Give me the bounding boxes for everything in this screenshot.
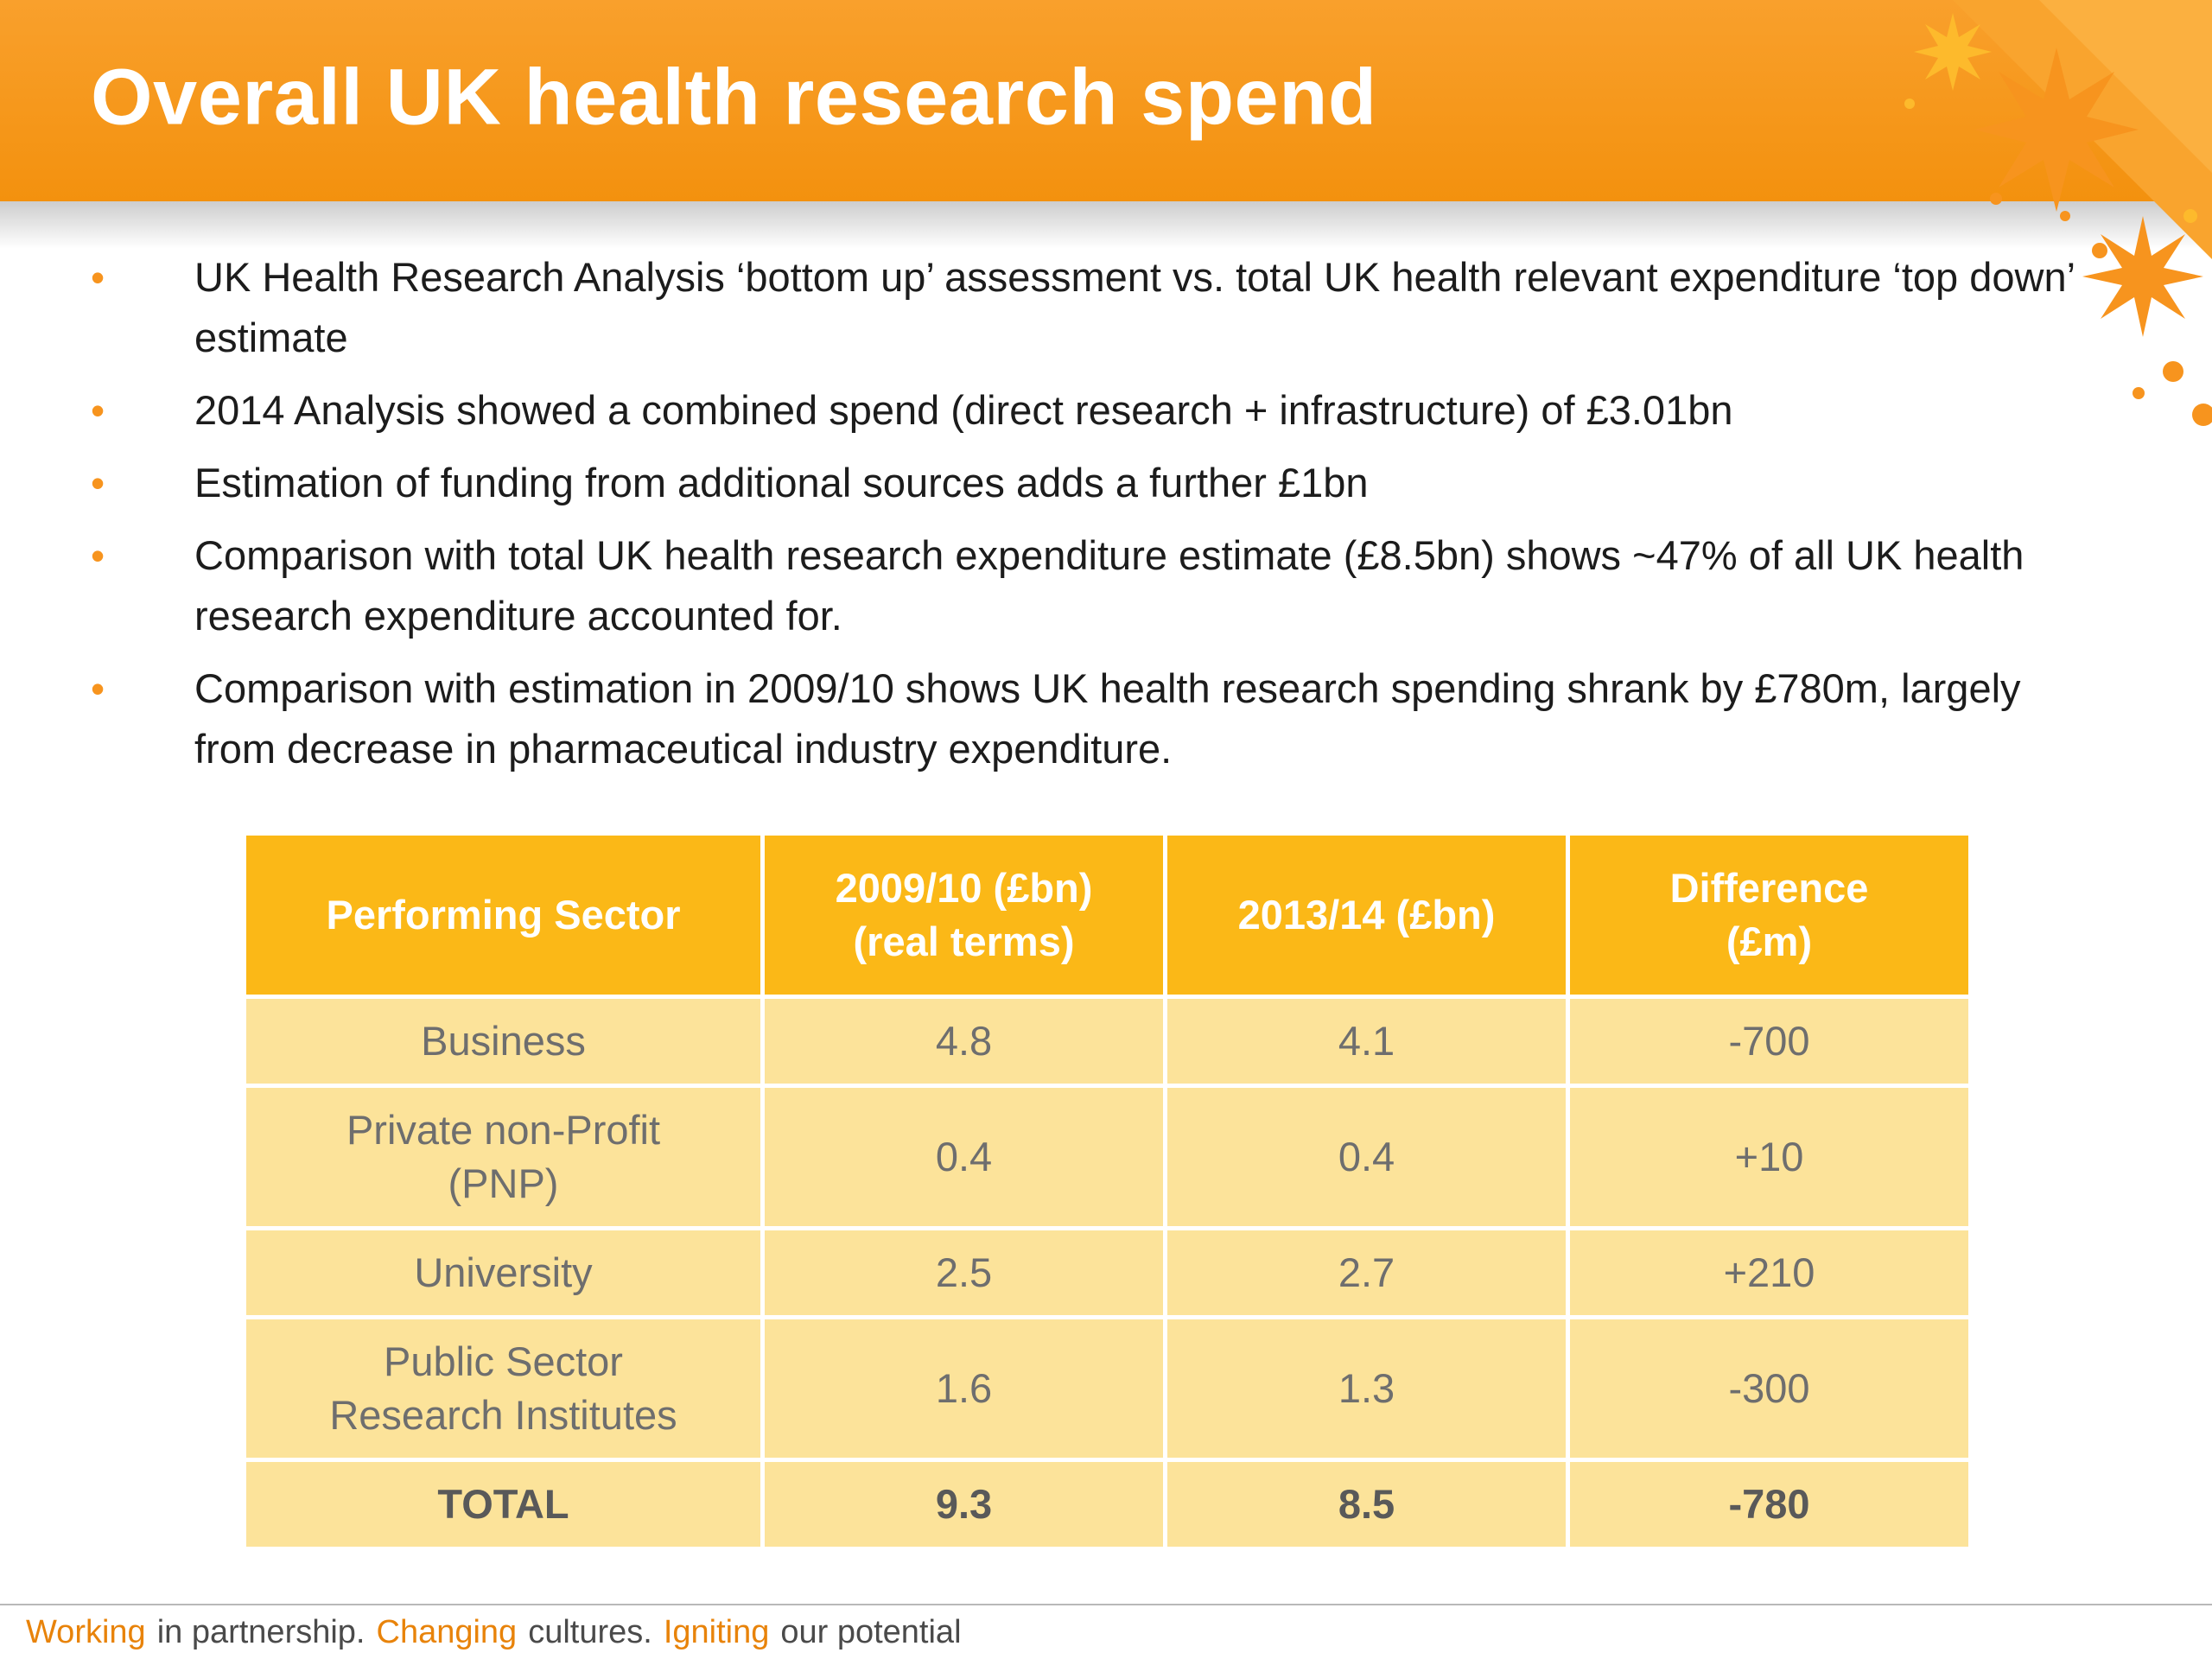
cell-2009-10: 0.4 [760, 1084, 1167, 1231]
bullet-marker-icon: • [91, 461, 105, 505]
cell-sector: TOTAL [242, 1458, 765, 1552]
bullet-marker-icon: • [91, 533, 105, 578]
header-fade [0, 201, 2212, 249]
cell-2009-10: 1.6 [760, 1315, 1167, 1463]
bullet-marker-icon: • [91, 666, 105, 711]
cell-sector: Private non-Profit (PNP) [242, 1084, 765, 1231]
footer-text: our potential [780, 1613, 962, 1650]
bullet-item: • Estimation of funding from additional … [91, 453, 2082, 513]
title-bar: Overall UK health research spend [0, 0, 2212, 201]
cell-difference: -300 [1566, 1315, 1973, 1463]
column-header: Difference (£m) [1566, 831, 1973, 999]
footer-word-working: Working [26, 1613, 146, 1650]
footer-strapline: Working in partnership. Changing culture… [0, 1604, 2212, 1659]
bullet-item: • UK Health Research Analysis ‘bottom up… [91, 247, 2082, 368]
bullet-item: • Comparison with total UK health resear… [91, 525, 2082, 646]
bullet-text: Comparison with estimation in 2009/10 sh… [194, 665, 2021, 772]
bullet-text: UK Health Research Analysis ‘bottom up’ … [194, 254, 2075, 360]
column-header: 2013/14 (£bn) [1163, 831, 1570, 999]
cell-2009-10: 2.5 [760, 1226, 1167, 1320]
cell-2009-10: 9.3 [760, 1458, 1167, 1552]
bullet-marker-icon: • [91, 388, 105, 433]
cell-sector: Public Sector Research Institutes [242, 1315, 765, 1463]
bullet-text: Estimation of funding from additional so… [194, 460, 1369, 505]
footer-text: in partnership. [156, 1613, 365, 1650]
table-header-row: Performing Sector 2009/10 (£bn) (real te… [242, 831, 1973, 999]
cell-2013-14: 0.4 [1163, 1084, 1570, 1231]
bullet-text: Comparison with total UK health research… [194, 532, 2024, 639]
cell-difference: -700 [1566, 994, 1973, 1089]
bullet-list: • UK Health Research Analysis ‘bottom up… [91, 247, 2082, 791]
footer-text: cultures. [528, 1613, 652, 1650]
table-row: Private non-Profit (PNP) 0.4 0.4 +10 [242, 1084, 1973, 1231]
cell-2013-14: 8.5 [1163, 1458, 1570, 1552]
bullet-item: • 2014 Analysis showed a combined spend … [91, 380, 2082, 441]
cell-2009-10: 4.8 [760, 994, 1167, 1089]
cell-2013-14: 1.3 [1163, 1315, 1570, 1463]
page-title: Overall UK health research spend [91, 52, 1377, 141]
bullet-item: • Comparison with estimation in 2009/10 … [91, 658, 2082, 779]
cell-2013-14: 4.1 [1163, 994, 1570, 1089]
table-row: Public Sector Research Institutes 1.6 1.… [242, 1315, 1973, 1463]
cell-sector: Business [242, 994, 765, 1089]
footer-word-changing: Changing [376, 1613, 518, 1650]
table-row: University 2.5 2.7 +210 [242, 1226, 1973, 1320]
cell-difference: -780 [1566, 1458, 1973, 1552]
bullet-marker-icon: • [91, 255, 105, 300]
footer-word-igniting: Igniting [663, 1613, 770, 1650]
cell-difference: +10 [1566, 1084, 1973, 1231]
table-row-total: TOTAL 9.3 8.5 -780 [242, 1458, 1973, 1552]
column-header: 2009/10 (£bn) (real terms) [760, 831, 1167, 999]
table-row: Business 4.8 4.1 -700 [242, 994, 1973, 1089]
cell-sector: University [242, 1226, 765, 1320]
spend-table: Performing Sector 2009/10 (£bn) (real te… [242, 831, 1973, 1552]
cell-2013-14: 2.7 [1163, 1226, 1570, 1320]
column-header: Performing Sector [242, 831, 765, 999]
bullet-text: 2014 Analysis showed a combined spend (d… [194, 387, 1733, 433]
cell-difference: +210 [1566, 1226, 1973, 1320]
